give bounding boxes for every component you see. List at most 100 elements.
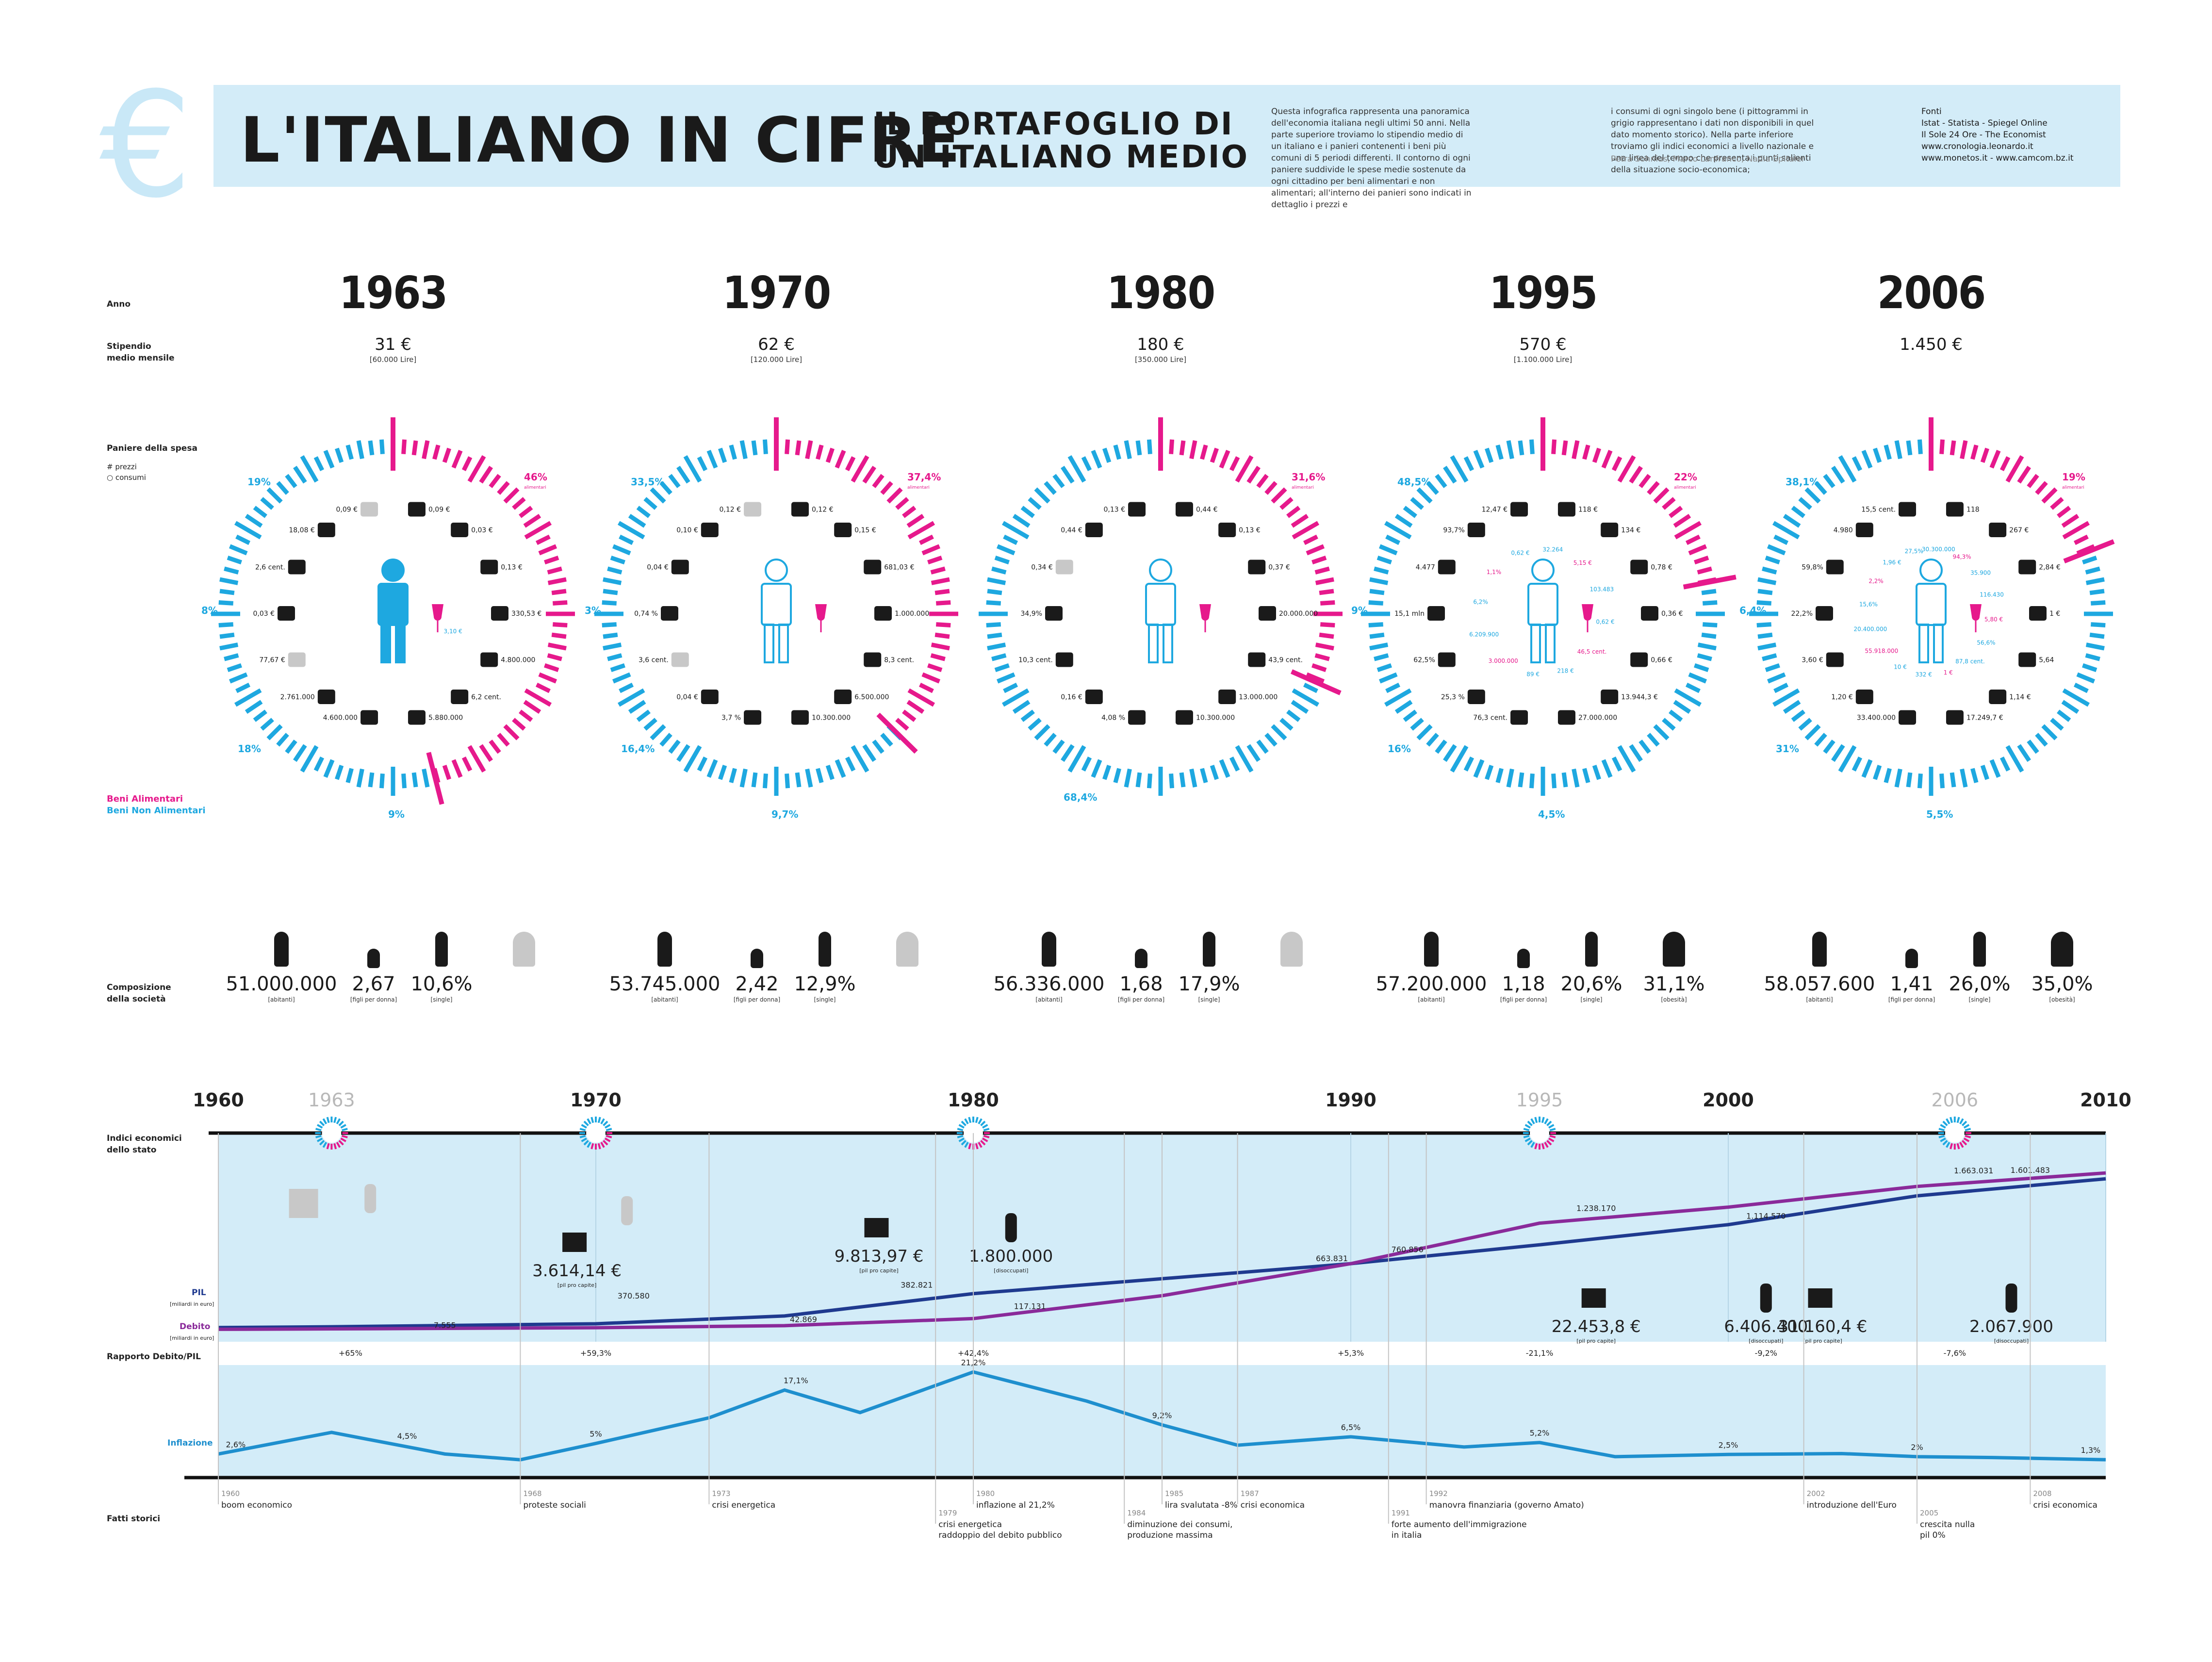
basket-price: 34,9% [1021, 610, 1042, 618]
basket-price: 0,12 € [812, 506, 834, 514]
label-stipendio-2: medio mensile [107, 353, 175, 363]
basket-item-icon [791, 502, 809, 517]
legend-beni-non-alimentari: Beni Non Alimentari [107, 806, 206, 816]
basket-marker-tick [326, 1117, 330, 1123]
debt-value-label: 1.238.170 [1576, 1204, 1616, 1213]
population-caption: [single] [1198, 996, 1220, 1003]
pct-nonfood: 31% [1776, 743, 1799, 755]
basket-marker-tick [961, 1120, 967, 1126]
obesity-icon [896, 932, 918, 967]
ring-tick [872, 740, 885, 754]
event-text: pil 0% [1920, 1530, 1946, 1540]
event-year: 2008 [2033, 1489, 2051, 1498]
ring-tick [523, 514, 541, 528]
ring-tick [1673, 514, 1691, 528]
basket-price-inner: 2,2% [1868, 577, 1884, 584]
basket-price: 43,9 cent. [1268, 656, 1303, 664]
ring-tick [2035, 733, 2048, 747]
label-fatti: Fatti storici [107, 1514, 161, 1524]
basket-item-icon [1899, 710, 1917, 725]
basket-price: 0,78 € [1651, 564, 1672, 572]
leg [1163, 624, 1173, 663]
ring-tick [668, 474, 681, 488]
ring-tick [276, 481, 289, 495]
basket-price: 10,3 cent. [1018, 656, 1053, 664]
basket-item-icon [1601, 690, 1619, 705]
ring-tick [762, 439, 768, 455]
ring-tick [1235, 745, 1254, 773]
basket-marker-tick [1527, 1140, 1533, 1146]
ring-tick [234, 688, 262, 707]
basket-marker-tick [978, 1142, 983, 1148]
ring-tick [1291, 514, 1309, 528]
ring-tick [1906, 772, 1913, 788]
ring-tick [489, 474, 501, 488]
timeline-chart: 1960 1970 1980 1990 2000 2010 1963 1995 2006 370.… [184, 1089, 2131, 1540]
basket-marker-tick [342, 1128, 348, 1132]
ring-tick [795, 772, 802, 788]
basket-item-icon [451, 690, 469, 705]
basket-price: 1 € [2049, 610, 2060, 618]
ring-tick [1582, 444, 1590, 460]
ring-tick [1369, 589, 1385, 595]
ring-tick [986, 600, 1001, 606]
pil-pro-capite: 22.453,8 € [1552, 1317, 1641, 1336]
basket-marker-tick [1523, 1128, 1530, 1132]
basket-price: 0,03 € [253, 610, 275, 618]
ring-tick [1970, 444, 1979, 460]
ring-tick [930, 566, 946, 575]
event-text: manovra finanziaria (governo Amato) [1429, 1500, 1584, 1510]
ring-tick [1804, 724, 1821, 740]
ring-tick [1067, 745, 1086, 773]
basket-marker-tick [600, 1142, 605, 1148]
ring-tick [1518, 440, 1524, 456]
event-year: 2002 [1807, 1489, 1825, 1498]
ring-tick [872, 474, 885, 488]
basket-price: 0,13 € [1239, 527, 1261, 534]
basket-price: 8,3 cent. [884, 656, 914, 664]
basket-item-icon [874, 606, 892, 621]
ring-tick [816, 444, 824, 460]
basket-price: 681,03 € [884, 564, 914, 572]
basket-price: 0,37 € [1268, 564, 1290, 572]
ring-tick [524, 521, 552, 540]
basket-price-inner: 3.000.000 [1489, 658, 1518, 664]
ring-tick [683, 455, 702, 483]
basket-marker-tick [1527, 1120, 1533, 1126]
ring-tick [1804, 487, 1821, 504]
ring-tick [538, 672, 557, 684]
ring-tick [253, 506, 267, 518]
body [761, 583, 792, 626]
population-value: 20,6% [1560, 973, 1622, 995]
population-caption: [figli per donna] [1500, 996, 1547, 1003]
ring-tick [862, 744, 876, 762]
ring-tick [1264, 481, 1278, 495]
ring-tick [739, 440, 748, 460]
ring-tick [1003, 682, 1018, 693]
population-icon [657, 932, 672, 967]
basket-marker-tick [579, 1128, 586, 1132]
ring-tick [2076, 544, 2096, 556]
ring-tick [994, 663, 1010, 672]
ring-tick [706, 759, 718, 778]
ring-tick [1674, 688, 1702, 707]
ring-tick [451, 759, 463, 778]
inflation-value-label: 1,3% [2081, 1446, 2101, 1455]
ring-tick [1767, 544, 1786, 556]
basket-price: 1,20 € [1831, 693, 1853, 701]
ring-tick [1485, 447, 1494, 463]
ring-tick [1791, 506, 1805, 518]
basket-item-icon [1826, 652, 1844, 667]
ring-tick [718, 765, 727, 780]
basket-price: 10.300.000 [1196, 714, 1235, 722]
ring-tick [1378, 544, 1398, 556]
basket-price: 0,09 € [336, 506, 358, 514]
ring-tick [1235, 455, 1254, 483]
single-person-icon [819, 932, 831, 967]
ring-tick [1135, 440, 1142, 456]
ring-tick [851, 455, 869, 483]
ring-tick [636, 506, 651, 518]
ring-tick [2089, 589, 2105, 595]
basket-marker-tick [980, 1140, 986, 1146]
child-icon [1905, 949, 1918, 968]
